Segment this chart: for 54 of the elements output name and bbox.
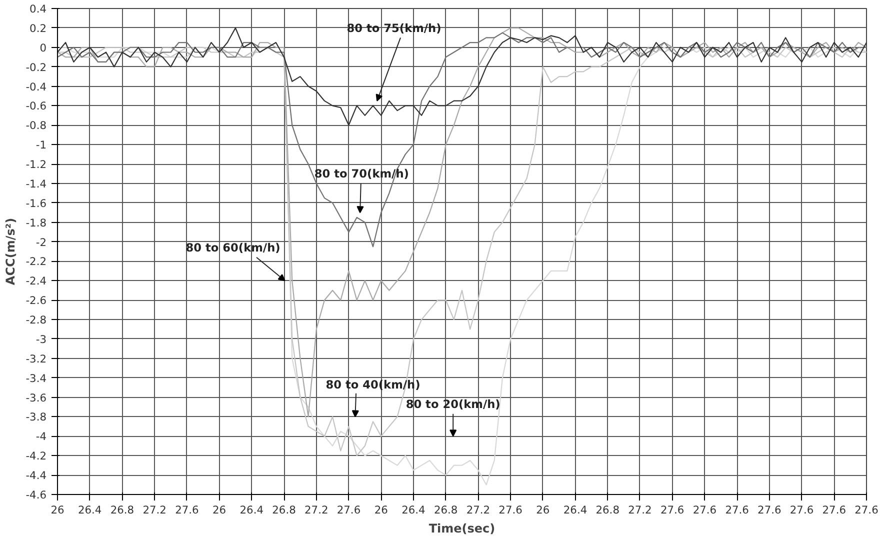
- y-tick-label: -1.4: [26, 177, 47, 190]
- x-tick-label: 27.2: [142, 504, 166, 516]
- x-tick-label: 27.2: [304, 504, 328, 516]
- y-tick-label: -1.8: [26, 216, 47, 230]
- x-tick-label: 26.4: [78, 504, 102, 516]
- y-tick-label: -1: [36, 138, 47, 152]
- y-tick-label: -2: [36, 236, 47, 249]
- y-tick-label: -3.8: [26, 410, 47, 424]
- x-tick-label: 26.8: [434, 504, 458, 516]
- y-tick-label: -0.6: [26, 100, 47, 113]
- x-tick-label: 27.2: [628, 504, 652, 516]
- x-tick-label: 27.6: [854, 504, 879, 516]
- y-tick-label: -3.4: [26, 372, 47, 385]
- x-tick-label: 26.8: [596, 504, 620, 516]
- x-tick-label: 27.2: [466, 504, 490, 516]
- y-tick-label: 0.4: [30, 2, 47, 16]
- x-tick-label: 26.4: [563, 504, 588, 516]
- y-tick-label: -4.2: [26, 450, 47, 463]
- y-tick-label: 0.2: [30, 22, 47, 35]
- y-tick-label: -3: [36, 332, 47, 346]
- y-tick-label: -3.2: [26, 352, 47, 366]
- x-tick-label: 27.6: [692, 504, 717, 516]
- y-tick-label: -2.6: [26, 294, 47, 308]
- x-tick-label: 26: [374, 504, 388, 516]
- y-tick-label: -2.4: [26, 274, 47, 288]
- x-tick-label: 26: [50, 504, 64, 516]
- y-tick-label: -0.4: [26, 80, 47, 94]
- x-tick-label: 27.6: [336, 504, 361, 516]
- x-tick-label: 27.6: [725, 504, 750, 516]
- x-tick-label: 27.6: [790, 504, 814, 516]
- y-tick-label: -4.4: [26, 469, 47, 482]
- y-tick-label: -3.6: [26, 391, 47, 404]
- x-tick-label: 26: [536, 504, 550, 516]
- x-tick-label: 27.6: [822, 504, 846, 516]
- x-axis-title: Time(sec): [428, 522, 496, 536]
- y-tick-label: -0.8: [26, 119, 47, 132]
- y-axis-title: ACC(m/s²): [4, 218, 18, 286]
- y-tick-label: -2.2: [26, 255, 47, 268]
- y-tick-label: -0.2: [26, 60, 47, 74]
- x-tick-label: 27.6: [758, 504, 782, 516]
- y-tick-label: -4: [36, 430, 47, 444]
- y-tick-label: -1.2: [26, 158, 47, 172]
- y-tick-label: -2.8: [26, 314, 47, 327]
- x-tick-label: 26.8: [272, 504, 296, 516]
- y-tick-label: -1.6: [26, 196, 47, 210]
- x-tick-label: 27.6: [498, 504, 523, 516]
- x-tick-label: 27.6: [175, 504, 200, 516]
- x-tick-label: 26.4: [402, 504, 426, 516]
- y-tick-label: -4.6: [26, 488, 47, 502]
- x-tick-label: 26: [212, 504, 226, 516]
- x-tick-label: 26.8: [110, 504, 134, 516]
- x-tick-label: 27.6: [660, 504, 684, 516]
- y-tick-label: 0: [40, 41, 47, 54]
- x-tick-label: 26.4: [240, 504, 264, 516]
